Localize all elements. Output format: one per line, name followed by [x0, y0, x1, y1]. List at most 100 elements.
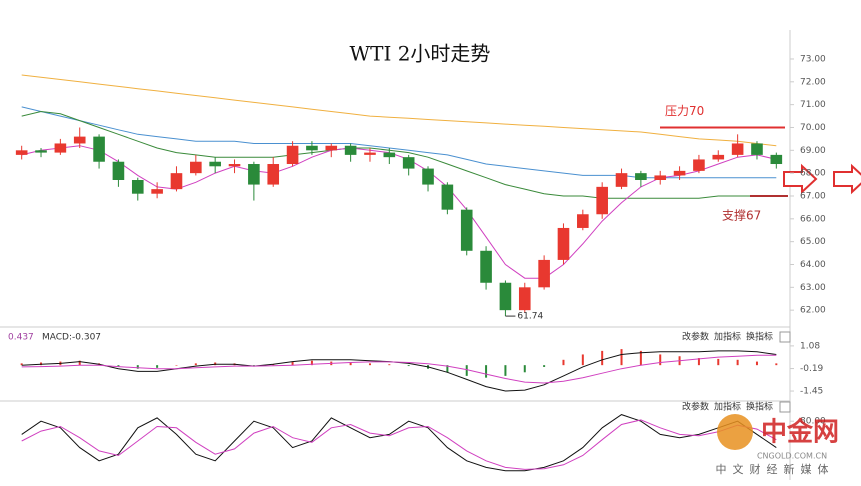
macd-bar — [175, 365, 178, 366]
close-button[interactable] — [779, 401, 791, 413]
candle-body — [770, 154, 783, 165]
macd-bar — [291, 361, 294, 366]
y-tick-label: 69.00 — [800, 146, 826, 156]
watermark: 中金网 CNGOLD.COM.CN 中文财经新媒体 — [716, 414, 839, 476]
candle-body — [344, 145, 357, 155]
macd-bar — [736, 359, 739, 366]
candle-body — [170, 173, 183, 190]
macd-bar — [581, 354, 584, 366]
close-button[interactable] — [779, 331, 791, 343]
indicator-line — [21, 106, 777, 179]
arrow-icon — [783, 163, 818, 195]
candle-body — [635, 173, 647, 180]
candle-body — [654, 175, 667, 180]
candle-body — [673, 170, 686, 176]
macd-left-label: 0.437 — [8, 333, 34, 343]
y-tick-label: 67.00 — [800, 191, 826, 201]
macd-bar — [78, 360, 81, 366]
y-tick-label: 80.00 — [800, 417, 826, 427]
macd-bar — [485, 365, 488, 378]
candle-body — [35, 150, 47, 153]
macd-bar — [117, 365, 120, 367]
macd-bar — [697, 358, 700, 366]
indicator-line — [21, 419, 777, 470]
candle-body — [190, 161, 202, 174]
candle-body — [731, 143, 744, 155]
y-tick-label: 73.00 — [800, 54, 826, 64]
indicator-button[interactable]: 改参数 — [682, 331, 709, 343]
macd-bar — [349, 362, 352, 366]
macd-label: MACD:-0.307 — [42, 333, 101, 343]
candle-body — [615, 173, 628, 187]
macd-bar — [620, 349, 623, 366]
candle-body — [306, 145, 318, 151]
y-tick-label: 63.00 — [800, 283, 826, 293]
y-tick-label: 71.00 — [800, 100, 826, 110]
level-label: 压力70 — [665, 104, 704, 118]
candle-body — [712, 154, 725, 160]
candle-body — [364, 152, 376, 155]
candle-body — [693, 159, 705, 171]
candle-body — [131, 180, 144, 194]
macd-bar — [310, 360, 313, 366]
macd-bar — [194, 363, 197, 366]
candle-body — [286, 145, 299, 165]
y-tick-label: 72.00 — [800, 77, 826, 87]
candle-body — [480, 250, 492, 283]
y-tick-label: 68.00 — [800, 169, 826, 179]
macd-bar — [601, 350, 604, 366]
macd-bar — [407, 365, 410, 367]
indicator-line — [21, 145, 777, 279]
y-tick-label: 64.00 — [800, 260, 826, 270]
y-tick-label: 1.08 — [800, 341, 820, 351]
candle-body — [596, 186, 608, 215]
indicator-button[interactable]: 换指标 — [746, 331, 773, 343]
y-tick-label: 70.00 — [800, 123, 826, 133]
macd-bar — [20, 363, 23, 366]
level-label: 支撑67 — [722, 207, 761, 222]
macd-bar — [717, 358, 720, 366]
watermark-logo — [717, 414, 753, 450]
candle-body — [15, 150, 28, 155]
candle-body — [441, 184, 454, 210]
watermark-tagline: 中文财经新媒体 — [716, 462, 835, 476]
candle-body — [209, 161, 221, 167]
candle-body — [325, 145, 338, 151]
candle-body — [422, 168, 434, 185]
candle-body — [557, 227, 570, 260]
indicator-button[interactable]: 加指标 — [714, 401, 741, 413]
y-tick-label: 66.00 — [800, 214, 826, 224]
arrow-icon — [833, 163, 861, 195]
candle-body — [54, 143, 67, 153]
y-tick-label: -0.19 — [800, 364, 824, 374]
macd-bar — [368, 363, 371, 366]
candle-body — [248, 164, 260, 185]
indicator-button[interactable]: 加指标 — [714, 331, 741, 343]
macd-bar — [465, 365, 468, 376]
y-tick-label: 65.00 — [800, 237, 826, 247]
candle-body — [73, 136, 86, 144]
indicator-button[interactable]: 换指标 — [746, 401, 773, 413]
indicator-line — [21, 414, 777, 472]
candle-body — [267, 164, 280, 185]
macd-bar — [562, 359, 565, 366]
candle-body — [577, 214, 589, 228]
macd-bar — [639, 350, 642, 366]
macd-bar — [504, 365, 507, 376]
macd-bar — [775, 363, 778, 366]
macd-bar — [446, 365, 449, 373]
macd-bar — [543, 365, 546, 367]
macd-bar — [156, 365, 159, 368]
candle-body — [112, 161, 125, 180]
watermark-domain: CNGOLD.COM.CN — [757, 452, 827, 461]
macd-bar — [755, 361, 758, 366]
macd-bar — [136, 365, 139, 369]
macd-bar — [659, 354, 662, 366]
indicator-button[interactable]: 改参数 — [682, 401, 709, 413]
candle-body — [518, 287, 531, 311]
candle-body — [460, 209, 473, 251]
candle-body — [751, 143, 763, 155]
low-label: 61.74 — [517, 312, 543, 322]
